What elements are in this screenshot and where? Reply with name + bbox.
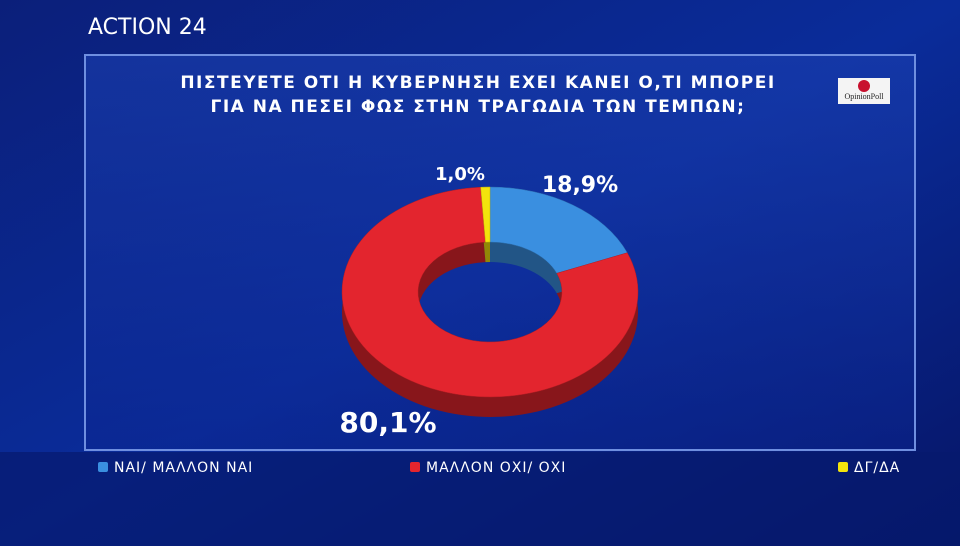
legend-label: ΜΑΛΛΟΝ ΟΧΙ/ ΟΧΙ xyxy=(426,460,566,476)
title-line: ΠΙΣΤΕΥΕΤΕ ΟΤΙ Η ΚΥΒΕΡΝΗΣΗ ΕΧΕΙ ΚΑΝΕΙ Ο,Τ… xyxy=(180,73,775,93)
legend-swatch xyxy=(410,462,420,472)
data-label: 18,9% xyxy=(542,173,618,198)
title-line: ΓΙΑ ΝΑ ΠΕΣΕΙ ΦΩΣ ΣΤΗΝ ΤΡΑΓΩΔΙΑ ΤΩΝ ΤΕΜΠΩ… xyxy=(211,97,746,117)
slice xyxy=(341,186,639,398)
source-logo: OpinionPoll xyxy=(844,92,884,101)
legend-label: ΔΓ/ΔΑ xyxy=(854,460,900,476)
data-label: 80,1% xyxy=(339,406,436,439)
legend-swatch xyxy=(838,462,848,472)
channel-logo: ACTION 24 xyxy=(88,15,207,40)
slice xyxy=(480,186,491,243)
source-logo-icon xyxy=(858,80,870,92)
legend-band xyxy=(0,452,960,546)
legend-label: ΝΑΙ/ ΜΑΛΛΟΝ ΝΑΙ xyxy=(114,460,253,476)
data-label: 1,0% xyxy=(435,164,485,185)
legend-swatch xyxy=(98,462,108,472)
slice xyxy=(489,186,628,274)
